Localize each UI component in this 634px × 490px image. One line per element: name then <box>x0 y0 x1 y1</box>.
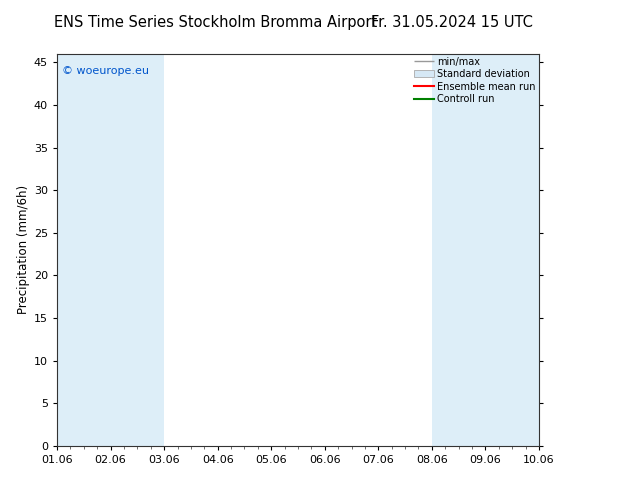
Text: © woeurope.eu: © woeurope.eu <box>62 66 149 75</box>
Text: ENS Time Series Stockholm Bromma Airport: ENS Time Series Stockholm Bromma Airport <box>55 15 378 30</box>
Bar <box>432 54 539 446</box>
Bar <box>57 54 164 446</box>
Text: Fr. 31.05.2024 15 UTC: Fr. 31.05.2024 15 UTC <box>372 15 533 30</box>
Legend: min/max, Standard deviation, Ensemble mean run, Controll run: min/max, Standard deviation, Ensemble me… <box>414 57 536 104</box>
Y-axis label: Precipitation (mm/6h): Precipitation (mm/6h) <box>16 185 30 315</box>
